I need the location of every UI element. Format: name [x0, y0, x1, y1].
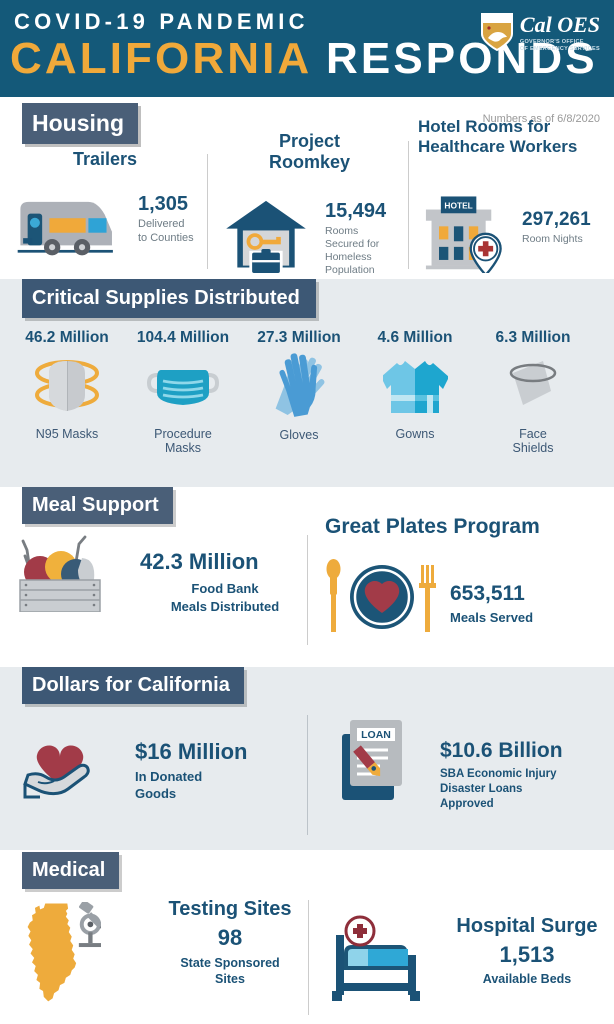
svg-text:LOAN: LOAN	[361, 729, 391, 741]
svg-text:HOTEL: HOTEL	[444, 201, 472, 211]
